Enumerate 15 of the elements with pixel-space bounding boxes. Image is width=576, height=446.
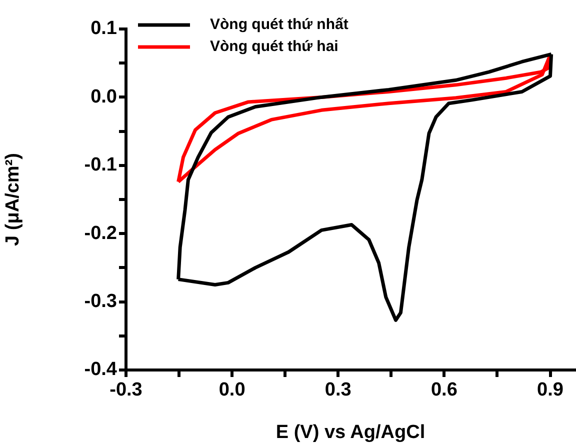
- x-axis-title: E (V) vs Ag/AgCl: [276, 422, 426, 443]
- y-axis-title: J (μA/cm²): [2, 153, 24, 246]
- y-tick-label: -0.2: [84, 222, 117, 244]
- x-tick-label: 0.3: [324, 380, 352, 401]
- y-tick-label: 0.1: [90, 18, 118, 40]
- x-tick-label: 0.0: [218, 380, 246, 401]
- x-tick-label: -0.3: [110, 380, 142, 401]
- legend-label: Vòng quét thứ nhất: [210, 16, 348, 34]
- legend-label: Vòng quét thứ hai: [210, 38, 338, 56]
- x-tick-label: 0.6: [430, 380, 458, 401]
- y-tick-label: -0.4: [84, 359, 118, 380]
- y-tick-label: 0.0: [90, 86, 117, 108]
- y-tick-label: -0.3: [84, 291, 117, 312]
- x-tick-label: 0.9: [537, 380, 564, 401]
- y-tick-label: -0.1: [84, 154, 118, 176]
